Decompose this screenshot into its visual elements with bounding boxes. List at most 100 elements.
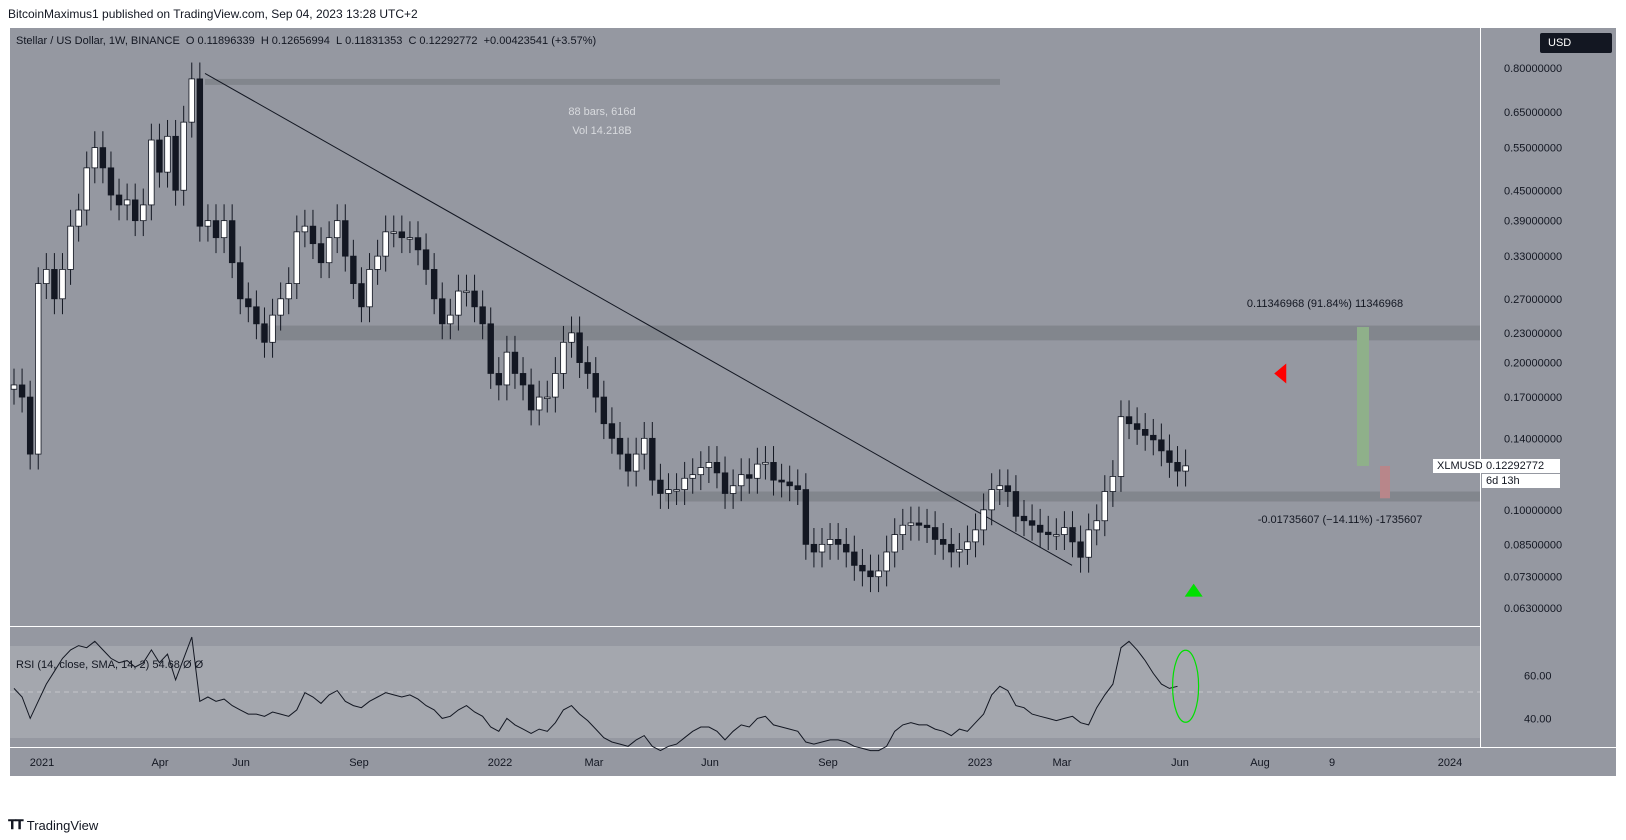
candle-body xyxy=(10,384,18,390)
candle-body xyxy=(1174,462,1181,472)
candle-body xyxy=(1053,534,1060,537)
candle-body xyxy=(59,269,66,300)
price-axis-label: 0.27000000 xyxy=(1504,294,1562,306)
candle-body xyxy=(826,539,834,545)
measure-gain-box xyxy=(1357,327,1369,466)
candle-body xyxy=(657,479,664,494)
candle-body xyxy=(875,570,882,578)
candle-body xyxy=(851,551,858,566)
symbol-legend[interactable]: Stellar / US Dollar, 1W, BINANCE O 0.1189… xyxy=(16,35,599,47)
candle-body xyxy=(624,453,632,472)
candle-body xyxy=(681,477,688,490)
candle-body xyxy=(18,384,26,398)
candle-body xyxy=(237,262,244,300)
candle-body xyxy=(778,479,785,483)
rsi-title[interactable]: RSI (14, close, SMA, 14, 2) xyxy=(16,659,150,671)
candle-body xyxy=(859,564,866,572)
candle-body xyxy=(196,78,204,227)
low-label: L xyxy=(335,35,343,47)
price-axis-label: 0.07300000 xyxy=(1504,572,1562,584)
candle-body xyxy=(1166,450,1173,463)
candle-body xyxy=(1101,491,1108,522)
candle-body xyxy=(608,423,616,439)
candle-body xyxy=(83,167,90,211)
price-axis-label: 0.45000000 xyxy=(1504,185,1562,197)
symbol-title[interactable]: Stellar / US Dollar, 1W, BINANCE xyxy=(16,35,180,47)
candle-body xyxy=(762,462,769,465)
time-axis-label: Mar xyxy=(1053,757,1072,769)
candle-body xyxy=(269,314,276,343)
candle-body xyxy=(834,539,842,545)
time-axis-label: 2022 xyxy=(488,757,512,769)
candle-body xyxy=(406,237,414,240)
candle-body xyxy=(600,396,608,425)
candle-body xyxy=(1069,527,1076,543)
high-value: 0.12656994 xyxy=(271,35,330,47)
candle-body xyxy=(746,474,753,479)
candle-body xyxy=(140,204,147,222)
candle-body xyxy=(333,220,341,239)
candle-body xyxy=(309,225,317,245)
price-axis-label: 0.39000000 xyxy=(1504,216,1562,228)
candle-body xyxy=(277,298,284,316)
candle-body xyxy=(1012,491,1020,517)
candle-body xyxy=(1133,423,1141,430)
candle-body xyxy=(463,290,470,293)
candle-body xyxy=(1036,524,1044,533)
tradingview-logo-icon: 𝐓𝐓 xyxy=(8,817,24,832)
candle-body xyxy=(503,351,511,386)
candle-body xyxy=(697,467,704,476)
candle-body xyxy=(721,472,729,494)
candle-body xyxy=(1125,416,1133,425)
candle-body xyxy=(220,220,228,239)
candle-body xyxy=(285,283,292,300)
candle-body xyxy=(665,489,672,494)
candle-body xyxy=(317,243,325,264)
candle-body xyxy=(519,373,527,386)
time-axis-label: Aug xyxy=(1250,757,1270,769)
candle-body xyxy=(923,524,931,528)
candle-body xyxy=(212,220,220,239)
price-axis-label: 0.65000000 xyxy=(1504,107,1562,119)
price-axis xyxy=(1481,28,1616,747)
time-axis-label: Apr xyxy=(151,757,168,769)
candle-body xyxy=(616,437,624,455)
rsi-breakout-highlight xyxy=(1171,649,1200,723)
candle-body xyxy=(988,489,995,511)
chart-svg[interactable]: 0.80000000 0.65000000 0.55000000 0.45000000… xyxy=(10,28,1616,806)
time-axis-label: Sep xyxy=(349,757,369,769)
candle-body xyxy=(487,323,494,374)
high-label: H xyxy=(260,35,269,47)
candle-body xyxy=(818,543,826,553)
candle-body xyxy=(810,543,818,553)
candle-body xyxy=(293,231,300,285)
rsi-legend[interactable]: RSI (14, close, SMA, 14, 2) 54.68 Ø Ø xyxy=(16,659,203,671)
candle-body xyxy=(843,543,850,553)
candle-body xyxy=(1020,515,1028,522)
candle-body xyxy=(544,396,551,399)
bullish-arrow-icon xyxy=(1184,583,1203,597)
candle-body xyxy=(964,541,971,550)
candle-body xyxy=(495,373,502,386)
tradingview-logo[interactable]: 𝐓𝐓 TradingView xyxy=(8,817,98,833)
candle-body xyxy=(527,384,535,411)
candle-body xyxy=(430,269,438,300)
candle-body xyxy=(592,373,599,398)
currency-button[interactable]: USD xyxy=(1540,33,1612,53)
time-axis-label: 2023 xyxy=(968,757,992,769)
candle-body xyxy=(907,522,915,526)
candle-body xyxy=(1085,529,1092,558)
price-axis-label: 0.33000000 xyxy=(1504,251,1562,263)
candle-body xyxy=(26,396,34,455)
publisher-text: BitcoinMaximus1 published on TradingView… xyxy=(8,7,418,21)
candle-body xyxy=(1182,465,1189,472)
candle-body xyxy=(940,539,947,545)
candle-body xyxy=(99,147,107,169)
candle-body xyxy=(479,306,486,325)
candle-body xyxy=(511,351,519,374)
candle-body xyxy=(374,255,381,270)
candle-body xyxy=(536,396,543,411)
candle-body xyxy=(422,249,430,270)
candle-body xyxy=(115,194,123,206)
candle-body xyxy=(123,199,131,206)
